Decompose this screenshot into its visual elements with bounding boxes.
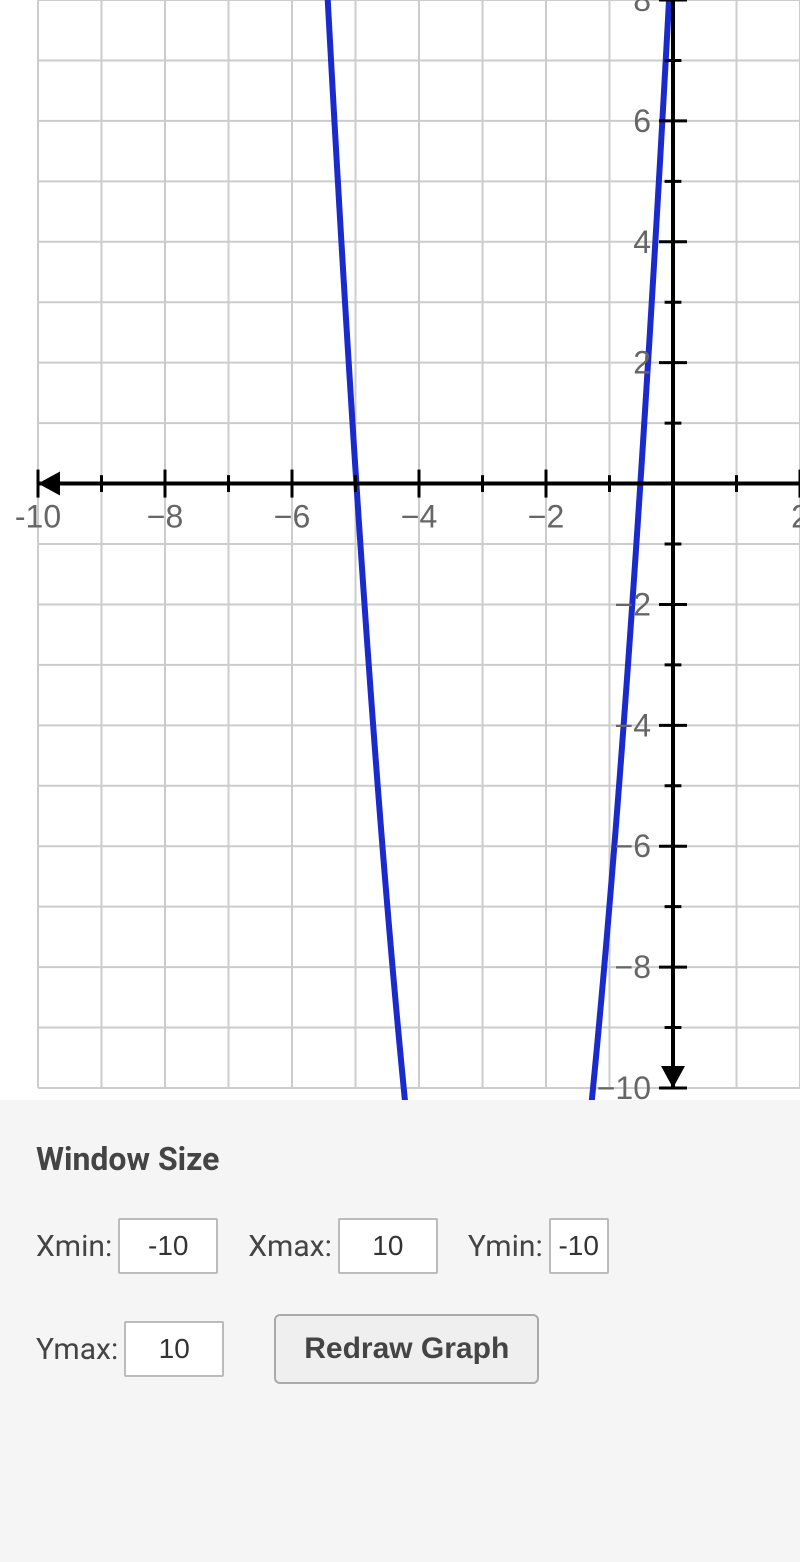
svg-text:2: 2: [633, 345, 651, 381]
svg-text:−4: −4: [401, 499, 437, 535]
ymax-label: Ymax:: [36, 1332, 118, 1367]
xmin-label: Xmin:: [36, 1229, 112, 1264]
ymin-input[interactable]: [549, 1218, 609, 1274]
chart-container: -10 −8 −6 −4 −2 2 −10 −8 −6 −4 −2 2 4 6 8: [0, 0, 800, 1100]
svg-text:4: 4: [633, 224, 651, 260]
svg-text:−2: −2: [528, 499, 564, 535]
svg-text:−6: −6: [615, 828, 651, 864]
window-size-title: Window Size: [36, 1140, 764, 1178]
redraw-button[interactable]: Redraw Graph: [274, 1314, 539, 1384]
ymin-label: Ymin:: [468, 1229, 543, 1264]
svg-text:2: 2: [791, 499, 800, 535]
ymax-group: Ymax:: [36, 1321, 224, 1377]
svg-text:−10: −10: [597, 1070, 651, 1100]
ymax-input[interactable]: [124, 1321, 224, 1377]
svg-text:-10: -10: [15, 499, 61, 535]
svg-text:−8: −8: [615, 949, 651, 985]
xmax-label: Xmax:: [248, 1229, 332, 1264]
svg-text:−2: −2: [615, 586, 651, 622]
svg-text:8: 8: [633, 0, 651, 18]
xmax-group: Xmax:: [248, 1218, 438, 1274]
xmax-input[interactable]: [338, 1218, 438, 1274]
input-row-2: Ymax: Redraw Graph: [36, 1314, 764, 1384]
svg-text:6: 6: [633, 103, 651, 139]
input-row-1: Xmin: Xmax: Ymin:: [36, 1218, 764, 1274]
xmin-input[interactable]: [118, 1218, 218, 1274]
chart-svg[interactable]: -10 −8 −6 −4 −2 2 −10 −8 −6 −4 −2 2 4 6 8: [0, 0, 800, 1100]
svg-text:−6: −6: [274, 499, 310, 535]
controls-panel: Window Size Xmin: Xmax: Ymin: Ymax: Redr…: [0, 1100, 800, 1414]
svg-text:−4: −4: [615, 707, 651, 743]
xmin-group: Xmin:: [36, 1218, 218, 1274]
svg-text:−8: −8: [147, 499, 183, 535]
ymin-group: Ymin:: [468, 1218, 609, 1274]
